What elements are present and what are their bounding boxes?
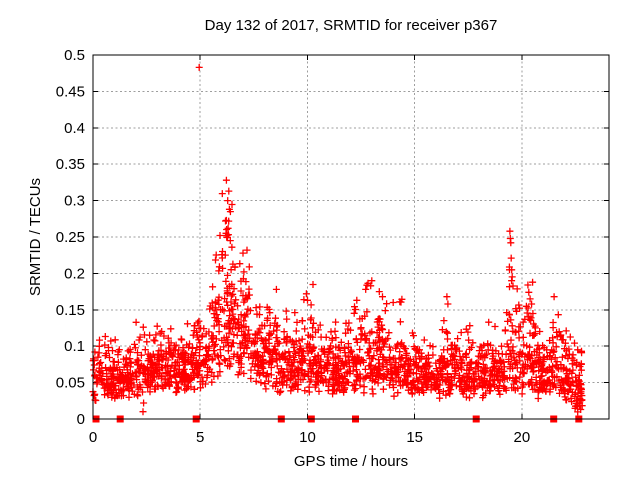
y-tick-label: 0.5 xyxy=(64,47,85,64)
plot-border xyxy=(92,54,610,420)
y-tick-label: 0.4 xyxy=(64,120,85,137)
chart-title: Day 132 of 2017, SRMTID for receiver p36… xyxy=(205,17,498,34)
x-axis-label: GPS time / hours xyxy=(294,453,408,470)
y-tick-label: 0.35 xyxy=(56,156,85,173)
x-tick-label: 20 xyxy=(514,429,531,446)
x-tick-label: 10 xyxy=(299,429,316,446)
scatter-points xyxy=(89,63,586,416)
y-tick-label: 0.15 xyxy=(56,302,85,319)
y-tick-label: 0.05 xyxy=(56,375,85,392)
y-tick-label: 0.2 xyxy=(64,265,85,282)
y-tick-label: 0 xyxy=(77,411,85,428)
y-tick-label: 0.3 xyxy=(64,193,85,210)
x-tick-labels: 0 5 10 15 20 xyxy=(89,429,530,446)
x-tick-label: 0 xyxy=(89,429,97,446)
y-tick-label: 0.25 xyxy=(56,229,85,246)
y-tick-label: 0.45 xyxy=(56,83,85,100)
x-tick-label: 5 xyxy=(196,429,204,446)
y-tick-labels: 0 0.05 0.1 0.15 0.2 0.25 0.3 0.35 0.4 0.45 0.5 xyxy=(56,47,85,428)
y-tick-label: 0.1 xyxy=(64,338,85,355)
y-axis-label: SRMTID / TECUs xyxy=(27,178,44,296)
x-tick-label: 15 xyxy=(406,429,423,446)
